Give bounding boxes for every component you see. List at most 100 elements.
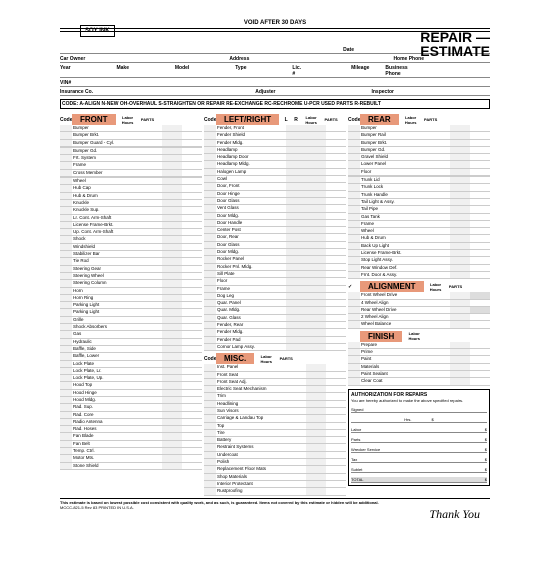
item-row: Wheel (348, 228, 490, 235)
item-row: Top (204, 423, 346, 430)
item-row: Up. Cont. Arm-Shaft (60, 229, 202, 236)
item-row: Center Post (204, 227, 346, 234)
item-row: Prime (348, 349, 490, 356)
item-row: Fender Pad (204, 337, 346, 344)
item-row: Floor (348, 169, 490, 176)
item-row: 4 Wheel Align (348, 300, 490, 307)
item-row: Floor (204, 278, 346, 285)
item-row: Stone Shield (60, 463, 202, 470)
item-row: Hood Mldg. (60, 397, 202, 404)
item-row: Cornor Lamp Assy. (204, 344, 346, 351)
item-row: Shop Materials (204, 474, 346, 481)
item-row: Fender Mldg. (204, 329, 346, 336)
item-row: Rocker Pnl. Mldg. (204, 264, 346, 271)
item-row: Door Mldg. (204, 213, 346, 220)
item-row: Knuckle (60, 200, 202, 207)
item-row: Bumper (348, 125, 490, 132)
item-row: Lower Panel (348, 161, 490, 168)
item-row: Door Glass (204, 198, 346, 205)
item-row: Bumper Guard - Cyl. (60, 140, 202, 147)
item-row: Rustproofing (204, 488, 346, 495)
col-rear: CodeREARLabor HoursPARTS BumperBumper Ra… (348, 112, 490, 496)
item-row: Interior Protectant (204, 481, 346, 488)
item-row: Parking Light (60, 302, 202, 309)
item-row: Fan Blade (60, 433, 202, 440)
item-row: Tail Light & Assy. (348, 199, 490, 206)
item-row: Restraint Systems (204, 444, 346, 451)
item-row: Bumper (60, 125, 202, 132)
authorization-box: AUTHORIZATION FOR REPAIRS You are hereby… (348, 389, 490, 486)
col-leftright: CodeLEFT/RIGHTLRLabor HoursPARTS Fender,… (204, 112, 346, 496)
item-row: Shock Absorbers (60, 324, 202, 331)
item-row: Frame (204, 286, 346, 293)
item-row: Shock (60, 236, 202, 243)
item-row: Radio Antenna (60, 419, 202, 426)
item-row: Materials (348, 364, 490, 371)
footer: This estimate is based on lowest possibl… (60, 498, 490, 510)
item-row: License Frame-Brkt. (348, 250, 490, 257)
item-row: Hydraulic (60, 339, 202, 346)
item-row: Quar. Glass (204, 315, 346, 322)
item-row: Frt. System (60, 155, 202, 162)
item-row: Steering Wheel (60, 273, 202, 280)
item-row: Stop Light Assy. (348, 257, 490, 264)
item-row: License Frame-Brkt. (60, 222, 202, 229)
col-front: CodeFRONTLabor HoursPARTS BumperBumper B… (60, 112, 202, 496)
item-row: Door Glass (204, 242, 346, 249)
item-row: Bumper Gd. (348, 147, 490, 154)
item-row: Paint (348, 356, 490, 363)
item-row: Quar. Panel (204, 300, 346, 307)
item-row: Sill Plate (204, 271, 346, 278)
item-row: Fender, Front (204, 125, 346, 132)
item-row: Frame (60, 162, 202, 169)
item-row: Bumper Brkt. (348, 140, 490, 147)
item-row: Battery (204, 437, 346, 444)
item-row: Hood Hinge (60, 390, 202, 397)
item-row: Electric Seat Mechanism (204, 386, 346, 393)
item-row: Front Seat (204, 372, 346, 379)
item-row: Rocker Panel (204, 256, 346, 263)
item-row: Temp. Ctrl. (60, 448, 202, 455)
item-row: Baffle, Side (60, 346, 202, 353)
item-row: Horn Ring (60, 295, 202, 302)
item-row: Paint Sealant (348, 371, 490, 378)
item-row: Cross Member (60, 170, 202, 177)
item-row: Halogen Lamp (204, 169, 346, 176)
item-row: Door Handle (204, 220, 346, 227)
item-row: Grille (60, 317, 202, 324)
item-row: Hood Top (60, 382, 202, 389)
item-row: Gas (60, 331, 202, 338)
item-row: Horn (60, 288, 202, 295)
item-row: Cowl (204, 176, 346, 183)
item-row: Fender Mldg. (204, 140, 346, 147)
item-row: 2 Wheel Align (348, 314, 490, 321)
item-row: Prepare (348, 342, 490, 349)
item-row: Frame (348, 221, 490, 228)
item-row: Inst. Panel (204, 364, 346, 371)
item-row: Front Wheel Drive (348, 292, 490, 299)
item-row: Steering Gear (60, 266, 202, 273)
item-row: Door, Rear (204, 234, 346, 241)
item-row: Trim (204, 393, 346, 400)
item-row: Lock Plate, Up. (60, 375, 202, 382)
item-row: Frnt. Door & Assy. (348, 272, 490, 279)
item-row: Fan Belt (60, 441, 202, 448)
item-row: Front Seat Adj. (204, 379, 346, 386)
item-row: Trunk Lock (348, 184, 490, 191)
item-row: Door Mldg. (204, 249, 346, 256)
item-row: Sun Visors (204, 408, 346, 415)
item-row: Steering Column (60, 280, 202, 287)
item-row: Tie Rod (60, 258, 202, 265)
soy-ink-logo: SOY INK (80, 25, 115, 37)
item-row: Lr. Cont. Arm-Shaft (60, 215, 202, 222)
item-row: Windshield (60, 244, 202, 251)
item-row: Hub & Drum (60, 193, 202, 200)
item-row: Motor Mts. (60, 455, 202, 462)
item-row: Stabilizer Bar (60, 251, 202, 258)
item-row: Tail Pipe (348, 206, 490, 213)
item-row: Parking Light (60, 309, 202, 316)
item-row: Headlamp Mldg. (204, 161, 346, 168)
item-row: Fender, Rear (204, 322, 346, 329)
item-row: Rad. Sup. (60, 404, 202, 411)
item-row: Headlining (204, 401, 346, 408)
